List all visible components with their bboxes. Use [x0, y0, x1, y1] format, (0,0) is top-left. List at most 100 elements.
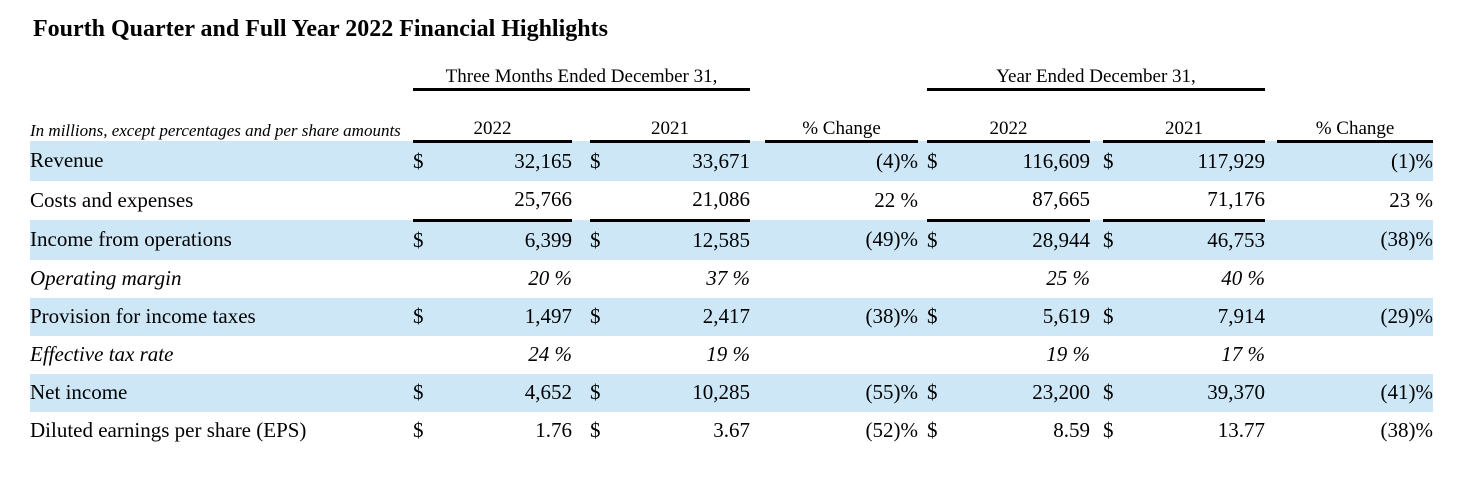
- page-title: Fourth Quarter and Full Year 2022 Financ…: [33, 16, 608, 42]
- gap-cell: [918, 181, 927, 221]
- gap-cell: [918, 55, 927, 90]
- currency-cell: $: [413, 141, 447, 181]
- gap-cell: [750, 336, 765, 374]
- gap-cell: [750, 141, 765, 181]
- gap-cell: [572, 181, 590, 221]
- gap-cell: [750, 412, 765, 450]
- gap-cell: [750, 89, 765, 141]
- currency-cell: $: [590, 141, 624, 181]
- gap-cell: [572, 260, 590, 298]
- value-cell: 117,929: [1137, 141, 1266, 181]
- value-cell: 17 %: [1221, 342, 1266, 367]
- currency-cell: [413, 336, 447, 374]
- pct-change-cell: (29)%: [1277, 297, 1434, 336]
- value-cell: 71,176: [1137, 180, 1266, 222]
- gap-cell: [918, 89, 927, 141]
- currency-cell: [927, 336, 961, 374]
- value-cell: 116,609: [961, 141, 1090, 181]
- currency-cell: $: [927, 141, 961, 181]
- gap-cell: [750, 55, 765, 90]
- pct-change-cell: (4)%: [765, 141, 918, 181]
- gap-cell: [572, 336, 590, 374]
- gap-cell: [750, 220, 765, 260]
- empty-cell: [765, 55, 918, 90]
- value-cell: 2,417: [624, 297, 750, 336]
- pct-change-cell: (38)%: [1380, 418, 1434, 443]
- gap-cell: [572, 89, 590, 141]
- group-header-three-months: Three Months Ended December 31,: [413, 54, 750, 91]
- gap-cell: [918, 141, 927, 181]
- row-label: Revenue: [30, 141, 413, 181]
- currency-cell: $: [590, 220, 624, 260]
- currency-cell: $: [1103, 141, 1137, 181]
- col-header-y-pct-change: % Change: [1277, 89, 1434, 143]
- row-label: Income from operations: [30, 220, 413, 260]
- pct-change-cell: (41)%: [1277, 373, 1434, 412]
- pct-change-cell: (52)%: [865, 418, 918, 443]
- currency-cell: $: [413, 297, 447, 336]
- pct-change-cell: 22 %: [874, 187, 918, 212]
- gap-cell: [1090, 220, 1103, 260]
- gap-cell: [1265, 89, 1277, 141]
- table-row: Diluted earnings per share (EPS) $ 1.76 …: [30, 412, 1433, 450]
- currency-cell: [1103, 180, 1137, 222]
- value-cell: 20 %: [528, 266, 572, 291]
- gap-cell: [1090, 336, 1103, 374]
- currency-cell: [1103, 336, 1137, 374]
- col-header-q-2022: 2022: [413, 89, 572, 143]
- table-row: Operating margin 20 % 37 % 25 % 40 %: [30, 260, 1433, 298]
- gap-cell: [1090, 260, 1103, 298]
- currency-cell: $: [1103, 297, 1137, 336]
- currency-cell: [927, 260, 961, 298]
- table-row: Provision for income taxes $ 1,497 $ 2,4…: [30, 297, 1434, 336]
- gap-cell: [572, 373, 590, 412]
- row-label: Net income: [30, 373, 413, 412]
- currency-cell: $: [413, 220, 447, 260]
- value-cell: 46,753: [1137, 220, 1266, 260]
- value-cell: 7,914: [1137, 297, 1266, 336]
- gap-cell: [1265, 141, 1278, 181]
- currency-cell: $: [590, 373, 624, 412]
- gap-cell: [1265, 412, 1277, 450]
- gap-cell: [1265, 181, 1277, 221]
- currency-cell: $: [927, 220, 961, 260]
- col-header-y-2022: 2022: [927, 89, 1090, 143]
- gap-cell: [918, 260, 927, 298]
- gap-cell: [1265, 373, 1278, 412]
- pct-change-cell: (38)%: [1277, 220, 1434, 260]
- pct-change-cell: (49)%: [765, 220, 918, 260]
- currency-cell: $: [590, 418, 601, 443]
- currency-cell: [590, 260, 624, 298]
- gap-cell: [750, 373, 765, 412]
- pct-change-cell: [765, 260, 918, 298]
- currency-cell: [413, 180, 447, 222]
- col-header-y-2021: 2021: [1103, 89, 1266, 143]
- pct-change-cell: [1277, 260, 1433, 298]
- gap-cell: [1265, 220, 1278, 260]
- table-row: Revenue $ 32,165 $ 33,671 (4)% $ 116,609…: [30, 141, 1434, 181]
- table-row: Income from operations $ 6,399 $ 12,585 …: [30, 220, 1434, 260]
- row-label: Provision for income taxes: [30, 297, 413, 336]
- currency-cell: [590, 180, 624, 222]
- value-cell: 24 %: [528, 342, 572, 367]
- gap-cell: [1090, 141, 1103, 181]
- table-row: Net income $ 4,652 $ 10,285 (55)% $ 23,2…: [30, 373, 1434, 412]
- gap-cell: [1265, 260, 1277, 298]
- gap-cell: [1265, 297, 1278, 336]
- column-group-header-row: Three Months Ended December 31, Year End…: [30, 54, 1433, 91]
- value-cell: 33,671: [624, 141, 750, 181]
- gap-cell: [1090, 297, 1103, 336]
- empty-cell: [1277, 55, 1433, 90]
- currency-cell: $: [590, 297, 624, 336]
- currency-cell: $: [413, 373, 447, 412]
- currency-cell: $: [1103, 418, 1114, 443]
- value-cell: 6,399: [447, 220, 572, 260]
- currency-cell: $: [927, 297, 961, 336]
- value-cell: 39,370: [1137, 373, 1266, 412]
- value-cell: 21,086: [624, 180, 750, 222]
- pct-change-cell: [1277, 336, 1433, 374]
- currency-cell: $: [413, 418, 424, 443]
- value-cell: 87,665: [961, 180, 1090, 222]
- value-cell: 8.59: [1053, 418, 1090, 443]
- pct-change-cell: 23 %: [1389, 187, 1434, 212]
